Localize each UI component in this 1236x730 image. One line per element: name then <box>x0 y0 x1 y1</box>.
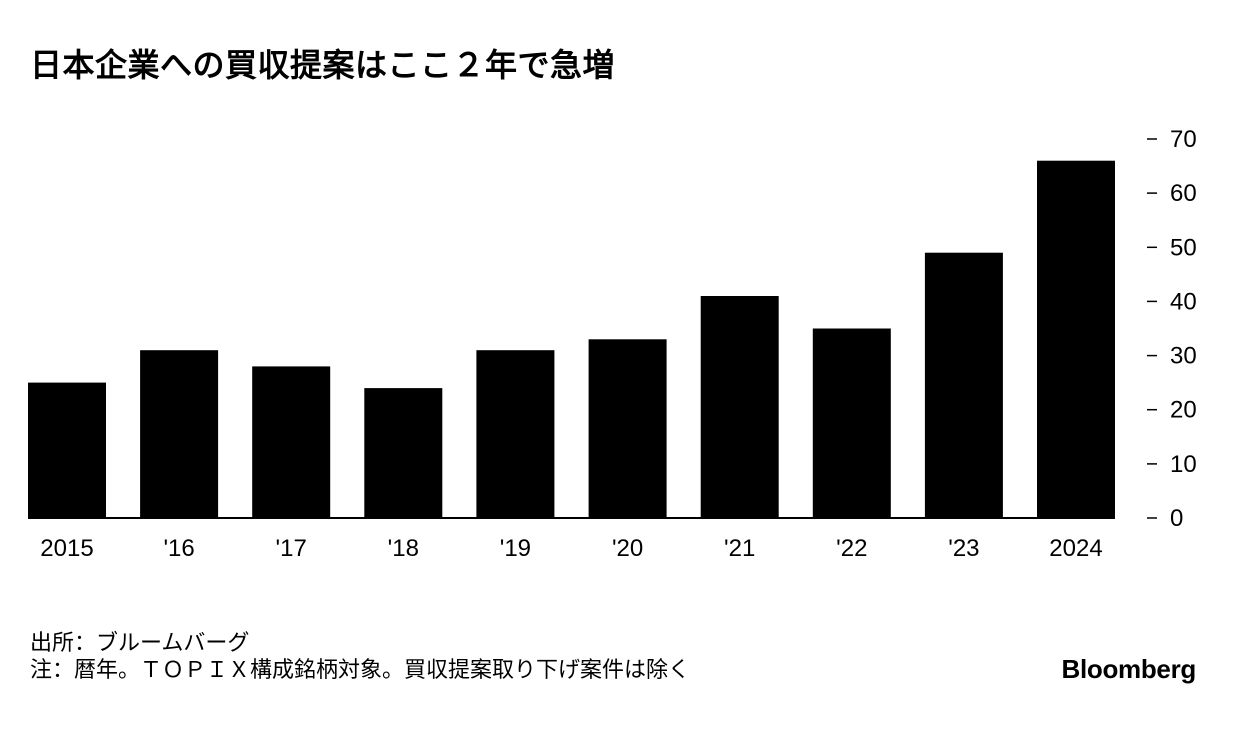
y-tick-label: 40 <box>1170 288 1197 315</box>
y-tick-labels: 0 10 20 30 40 50 60 70 <box>1147 126 1197 532</box>
y-tick-label: 70 <box>1170 126 1197 153</box>
x-tick-label: '17 <box>276 535 307 562</box>
x-tick-labels: 2015 '16 '17 '18 '19 '20 '21 '22 '23 2024 <box>40 535 1102 562</box>
chart-title: 日本企業への買収提案はここ２年で急増 <box>30 46 616 84</box>
x-tick-label: 2015 <box>40 535 93 562</box>
y-tick-label: 50 <box>1170 234 1197 261</box>
x-tick-label: '16 <box>163 535 194 562</box>
x-tick-label: 2024 <box>1049 535 1102 562</box>
note-text: 注：暦年。ＴＯＰＩＸ構成銘柄対象。買収提案取り下げ案件は除く <box>30 658 691 683</box>
bar-3 <box>364 388 443 518</box>
x-tick-label: '21 <box>724 535 755 562</box>
y-tick-label: 20 <box>1170 397 1197 424</box>
x-tick-label: '18 <box>388 535 419 562</box>
bar-2 <box>252 366 331 518</box>
bar-5 <box>588 339 667 518</box>
y-tick-label: 30 <box>1170 343 1197 370</box>
bar-1 <box>140 350 219 518</box>
bar-chart: 2015 '16 '17 '18 '19 '20 '21 '22 '23 2024 0 10 20 30… <box>28 126 1197 562</box>
x-tick-label: '23 <box>948 535 979 562</box>
bar-6 <box>700 296 779 518</box>
source-text: 出所：ブルームバーグ <box>30 631 250 656</box>
y-tick-label: 60 <box>1170 180 1197 207</box>
x-tick-label: '19 <box>500 535 531 562</box>
y-tick-label: 10 <box>1170 451 1197 478</box>
bar-9 <box>1037 160 1115 518</box>
y-tick-label: 0 <box>1170 505 1183 532</box>
footer-notes: 出所：ブルームバーグ 注：暦年。ＴＯＰＩＸ構成銘柄対象。買収提案取り下げ案件は除… <box>30 630 690 684</box>
bar-8 <box>924 252 1003 518</box>
x-tick-label: '20 <box>612 535 643 562</box>
bar-7 <box>812 328 891 518</box>
bar-0 <box>28 382 106 518</box>
bloomberg-logo: Bloomberg <box>1061 654 1196 684</box>
x-tick-label: '22 <box>836 535 867 562</box>
bars-layer <box>28 160 1115 518</box>
bar-4 <box>476 350 555 518</box>
